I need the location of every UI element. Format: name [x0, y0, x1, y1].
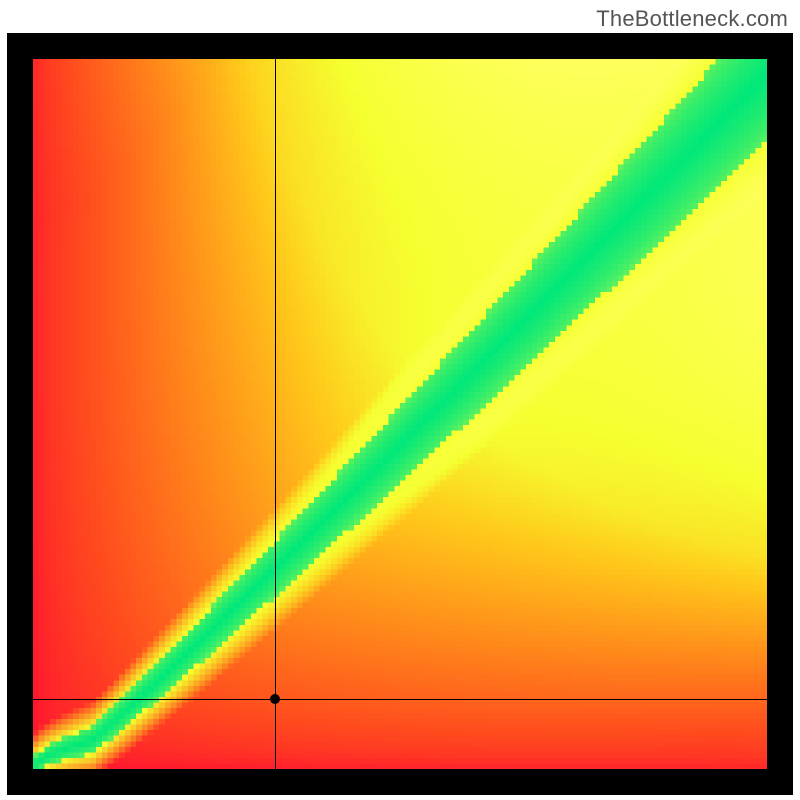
chart-container: TheBottleneck.com: [0, 0, 800, 800]
crosshair-vertical: [275, 59, 276, 769]
watermark-text: TheBottleneck.com: [596, 6, 788, 32]
heatmap-canvas: [33, 59, 767, 769]
crosshair-horizontal: [33, 699, 767, 700]
